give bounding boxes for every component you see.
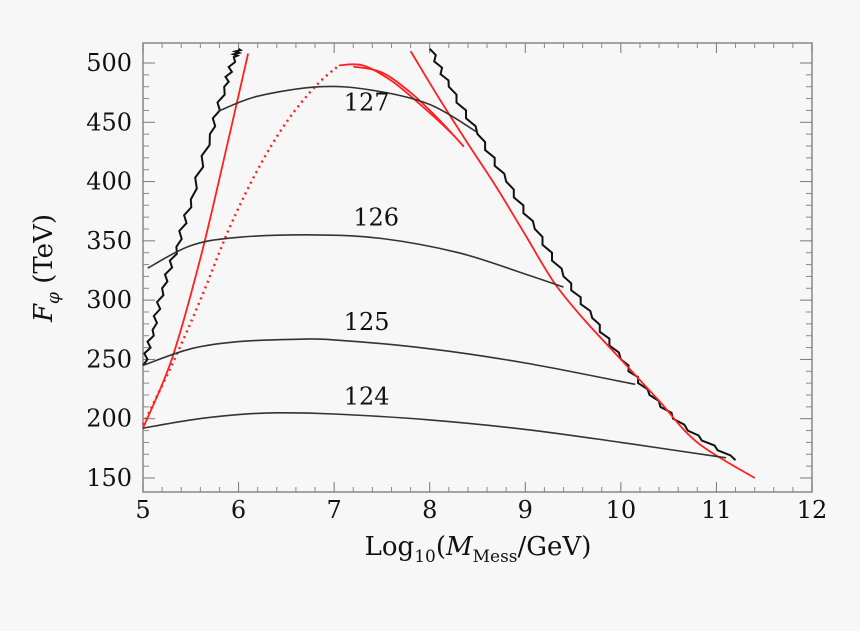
y-tick-label: 300 (86, 286, 132, 314)
black-boundary-line (142, 47, 244, 366)
y-tick-label: 400 (86, 168, 132, 196)
plot-frame (142, 42, 813, 493)
x-tick-label: 12 (797, 496, 828, 524)
black-boundary-line (428, 48, 737, 461)
x-axis-label: Log10(MMess/GeV) (365, 532, 592, 567)
y-tick-label: 500 (86, 49, 132, 77)
y-tick-label: 250 (86, 345, 132, 373)
contour-line-126 (147, 234, 564, 288)
x-tick-label: 8 (422, 496, 437, 524)
contour-label: 124 (344, 382, 390, 410)
x-tick-label: 9 (518, 496, 533, 524)
red-line-solid (409, 50, 756, 479)
contour-line-127 (217, 85, 477, 133)
x-tick-label: 11 (701, 496, 732, 524)
contour-line-124 (142, 411, 727, 459)
y-tick-label: 350 (86, 227, 132, 255)
x-tick-label: 10 (606, 496, 637, 524)
contour-line-125 (142, 338, 636, 386)
ticks: 5 6 7 8 9 10 11 12 150 200 250 300 350 400 450 500 (86, 43, 827, 524)
contour-label: 127 (344, 88, 390, 116)
contour-label: 125 (344, 308, 390, 336)
x-tick-label: 7 (327, 496, 342, 524)
y-tick-label: 200 (86, 405, 132, 433)
y-tick-label: 150 (86, 464, 132, 492)
contour-label: 126 (353, 203, 399, 231)
red-line-solid (338, 63, 465, 148)
series: 124 125 126 127 (141, 47, 756, 479)
red-line-dotted (141, 64, 340, 426)
x-tick-label: 5 (135, 496, 150, 524)
x-tick-label: 6 (231, 496, 246, 524)
red-line-solid (142, 53, 249, 429)
y-axis-label: Fφ (TeV) (29, 214, 64, 323)
y-tick-label: 450 (86, 108, 132, 136)
